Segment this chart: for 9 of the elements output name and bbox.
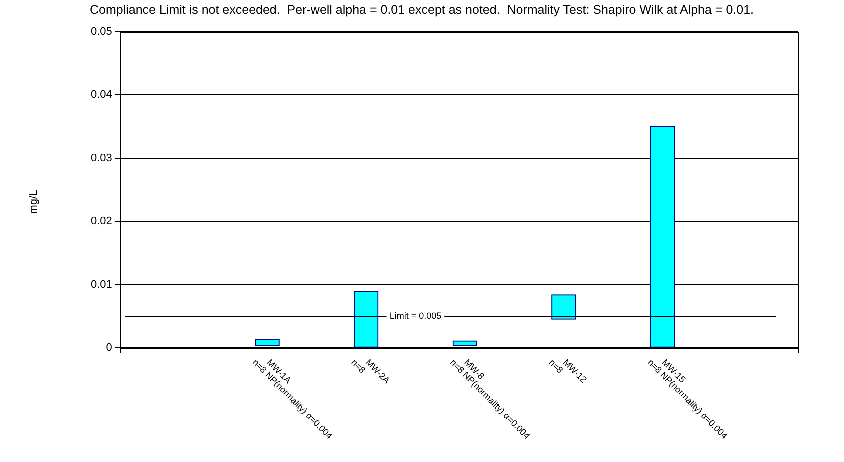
y-axis-title: mg/L bbox=[28, 190, 40, 214]
y-tick-label: 0.05 bbox=[90, 26, 112, 38]
y-tick-label: 0.02 bbox=[90, 216, 112, 228]
ref-line-label: Limit = 0.005 bbox=[390, 310, 442, 321]
y-tick-label: 0.01 bbox=[90, 278, 112, 291]
y-tick-label: 0.04 bbox=[90, 89, 112, 102]
y-tick-label: 0.03 bbox=[90, 152, 112, 164]
y-tick-label: 0 bbox=[106, 342, 112, 354]
chart-title: Compliance Limit is not exceeded. Per-well alpha = 0.01 except as noted. Normality Test: Shapiro Wilk at Alpha = 0.01. bbox=[88, 3, 755, 17]
